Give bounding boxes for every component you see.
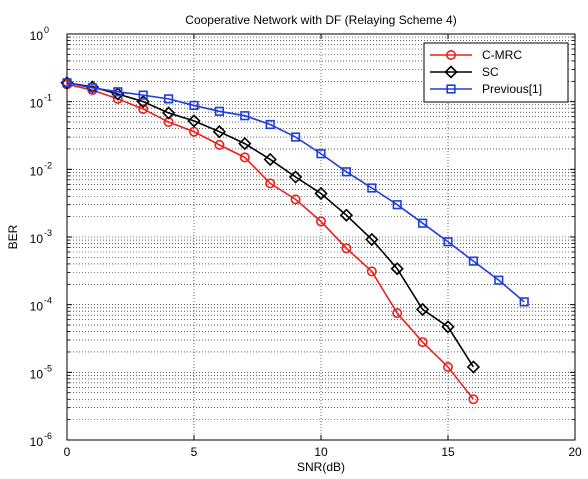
square-marker bbox=[164, 94, 174, 104]
x-tick-label: 5 bbox=[191, 445, 198, 459]
series-group bbox=[60, 76, 529, 405]
square-marker bbox=[519, 297, 529, 307]
square-marker bbox=[138, 90, 148, 100]
circle-marker bbox=[138, 103, 149, 114]
diamond-marker bbox=[444, 65, 458, 79]
y-tick-label: 10 bbox=[30, 97, 44, 111]
legend-label: C-MRC bbox=[482, 48, 522, 62]
square-marker bbox=[113, 87, 123, 97]
x-axis-label: SNR(dB) bbox=[297, 460, 345, 474]
diamond-marker bbox=[390, 262, 404, 276]
circle-marker bbox=[366, 266, 377, 277]
diamond-marker bbox=[161, 106, 176, 120]
y-tick-label: 10 bbox=[30, 164, 44, 178]
square-marker bbox=[443, 237, 453, 247]
square-marker bbox=[290, 132, 301, 142]
series-line bbox=[66, 82, 475, 368]
square-marker bbox=[265, 119, 275, 130]
circle-marker bbox=[445, 49, 456, 60]
circle-marker bbox=[392, 308, 403, 319]
diamond-marker bbox=[415, 302, 430, 317]
grid-lines bbox=[67, 34, 575, 440]
series-line bbox=[66, 83, 475, 400]
square-marker bbox=[87, 83, 97, 93]
square-marker bbox=[214, 106, 225, 116]
circle-marker bbox=[468, 394, 479, 405]
x-tick-label: 0 bbox=[64, 445, 71, 459]
circle-marker bbox=[315, 216, 326, 227]
square-marker bbox=[341, 167, 352, 177]
square-marker bbox=[417, 218, 428, 228]
diamond-marker bbox=[441, 320, 455, 334]
diamond-marker bbox=[263, 152, 277, 167]
square-marker bbox=[316, 149, 326, 159]
legend: C-MRC SC Previous[1] bbox=[423, 42, 569, 103]
circle-marker bbox=[442, 361, 453, 372]
diamond-marker bbox=[238, 136, 252, 151]
square-marker bbox=[367, 183, 377, 193]
chart-title: Cooperative Network with DF (Relaying Sc… bbox=[185, 13, 456, 27]
y-tick-label: 10 bbox=[30, 367, 44, 381]
square-marker bbox=[468, 256, 479, 266]
square-marker bbox=[240, 111, 250, 121]
series-line bbox=[66, 82, 525, 303]
circle-marker bbox=[417, 337, 428, 348]
legend-entry: C-MRC bbox=[430, 48, 522, 62]
y-tick-label: 10 bbox=[30, 232, 44, 246]
legend-entry: Previous[1] bbox=[430, 82, 542, 96]
square-marker bbox=[494, 275, 504, 285]
diamond-marker bbox=[339, 208, 354, 222]
circle-marker bbox=[341, 243, 352, 254]
diamond-marker bbox=[365, 232, 379, 247]
square-marker bbox=[446, 84, 456, 94]
diamond-marker bbox=[212, 125, 227, 139]
circle-marker bbox=[239, 152, 250, 163]
legend-label: Previous[1] bbox=[482, 82, 542, 96]
square-marker bbox=[392, 200, 402, 210]
y-tick-exponent: -2 bbox=[44, 160, 52, 170]
y-tick-exponent: -3 bbox=[44, 228, 52, 238]
y-tick-exponent: -1 bbox=[44, 93, 52, 103]
legend-label: SC bbox=[482, 65, 499, 79]
x-tick-label: 20 bbox=[568, 445, 582, 459]
series-previous-1 bbox=[62, 78, 529, 307]
circle-marker bbox=[290, 194, 301, 205]
y-tick-exponent: -6 bbox=[44, 431, 52, 441]
y-tick-exponent: 0 bbox=[44, 25, 49, 35]
diamond-marker bbox=[288, 170, 303, 184]
legend-entry: SC bbox=[430, 65, 499, 79]
square-marker bbox=[189, 100, 199, 111]
y-tick-label: 10 bbox=[30, 29, 44, 43]
square-marker bbox=[62, 78, 72, 88]
circle-marker bbox=[214, 139, 225, 150]
circle-marker bbox=[265, 178, 276, 189]
diamond-marker bbox=[136, 95, 150, 109]
y-tick-exponent: -5 bbox=[44, 363, 52, 373]
y-axis-label: BER bbox=[6, 224, 20, 249]
x-tick-label: 10 bbox=[314, 445, 328, 459]
x-tick-label: 15 bbox=[441, 445, 455, 459]
diamond-marker bbox=[314, 186, 328, 201]
diamond-marker bbox=[466, 360, 481, 374]
y-tick-label: 10 bbox=[30, 435, 44, 449]
y-tick-label: 10 bbox=[30, 300, 44, 314]
y-tick-exponent: -4 bbox=[44, 296, 52, 306]
diamond-marker bbox=[187, 114, 201, 128]
